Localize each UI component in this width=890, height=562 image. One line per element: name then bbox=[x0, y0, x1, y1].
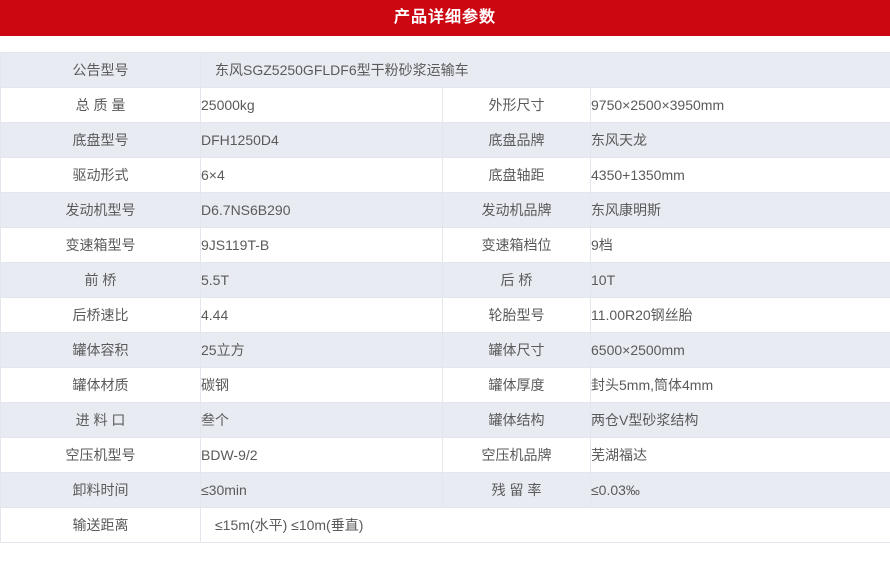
spec-value: 叁个 bbox=[200, 402, 443, 438]
spec-label: 变速箱型号 bbox=[0, 227, 201, 263]
spec-value: 25000kg bbox=[200, 87, 443, 123]
table-row: 前 桥 5.5T 后 桥 10T bbox=[0, 262, 890, 298]
spec-value-secondary: ≤0.03‰ bbox=[589, 472, 890, 508]
spec-value: BDW-9/2 bbox=[200, 437, 443, 473]
spec-value-secondary: 东风康明斯 bbox=[589, 192, 890, 228]
spec-value-secondary: 芜湖福达 bbox=[589, 437, 890, 473]
table-row: 底盘型号 DFH1250D4 底盘品牌 东风天龙 bbox=[0, 122, 890, 158]
spec-value: 25立方 bbox=[200, 332, 443, 368]
spec-label-secondary: 发动机品牌 bbox=[442, 192, 591, 228]
spec-value: 5.5T bbox=[200, 262, 443, 298]
spec-value-secondary: 10T bbox=[589, 262, 890, 298]
spec-label-secondary: 罐体结构 bbox=[442, 402, 591, 438]
spec-label: 空压机型号 bbox=[0, 437, 201, 473]
spec-value: 东风SGZ5250GFLDF6型干粉砂浆运输车 bbox=[199, 52, 890, 88]
table-row: 输送距离 ≤15m(水平) ≤10m(垂直) bbox=[0, 507, 890, 543]
spec-value-secondary: 封头5mm,筒体4mm bbox=[589, 367, 890, 403]
spec-label: 公告型号 bbox=[0, 52, 201, 88]
table-row: 驱动形式 6×4 底盘轴距 4350+1350mm bbox=[0, 157, 890, 193]
spec-label-secondary: 残 留 率 bbox=[442, 472, 591, 508]
spec-value-secondary: 9档 bbox=[589, 227, 890, 263]
spec-label: 底盘型号 bbox=[0, 122, 201, 158]
table-row: 公告型号 东风SGZ5250GFLDF6型干粉砂浆运输车 bbox=[0, 52, 890, 88]
page-title: 产品详细参数 bbox=[393, 9, 496, 26]
spec-label-secondary: 底盘品牌 bbox=[442, 122, 591, 158]
spec-value-secondary: 东风天龙 bbox=[589, 122, 890, 158]
spec-value: 9JS119T-B bbox=[200, 227, 443, 263]
spec-value: ≤30min bbox=[200, 472, 443, 508]
spec-label: 罐体容积 bbox=[0, 332, 201, 368]
table-row: 空压机型号 BDW-9/2 空压机品牌 芜湖福达 bbox=[0, 437, 890, 473]
spec-value: 6×4 bbox=[200, 157, 443, 193]
spec-label: 后桥速比 bbox=[0, 297, 201, 333]
spec-value: ≤15m(水平) ≤10m(垂直) bbox=[199, 507, 890, 543]
spec-table-body: 公告型号 东风SGZ5250GFLDF6型干粉砂浆运输车总 质 量 25000kg 外… bbox=[0, 52, 890, 543]
spec-value-secondary: 6500×2500mm bbox=[589, 332, 890, 368]
table-row: 卸料时间 ≤30min 残 留 率 ≤0.03‰ bbox=[0, 472, 890, 508]
spec-label: 卸料时间 bbox=[0, 472, 201, 508]
table-row: 总 质 量 25000kg 外形尺寸 9750×2500×3950mm bbox=[0, 87, 890, 123]
spec-value: 4.44 bbox=[200, 297, 443, 333]
spec-label: 发动机型号 bbox=[0, 192, 201, 228]
spec-label-secondary: 轮胎型号 bbox=[442, 297, 591, 333]
spec-value-secondary: 11.00R20钢丝胎 bbox=[589, 297, 890, 333]
spec-value: DFH1250D4 bbox=[200, 122, 443, 158]
spec-label: 驱动形式 bbox=[0, 157, 201, 193]
table-row: 罐体容积 25立方 罐体尺寸 6500×2500mm bbox=[0, 332, 890, 368]
spec-label: 前 桥 bbox=[0, 262, 201, 298]
spec-label-secondary: 外形尺寸 bbox=[442, 87, 591, 123]
table-row: 罐体材质 碳钢 罐体厚度 封头5mm,筒体4mm bbox=[0, 367, 890, 403]
page-banner: 产品详细参数 bbox=[0, 0, 890, 36]
table-row: 变速箱型号 9JS119T-B 变速箱档位 9档 bbox=[0, 227, 890, 263]
table-row: 进 料 口叁个 罐体结构 两仓V型砂浆结构 bbox=[0, 402, 890, 438]
spec-label-secondary: 底盘轴距 bbox=[442, 157, 591, 193]
spec-label: 总 质 量 bbox=[0, 87, 201, 123]
spec-label-secondary: 后 桥 bbox=[442, 262, 591, 298]
spec-label-secondary: 空压机品牌 bbox=[442, 437, 591, 473]
spec-table-container: 公告型号 东风SGZ5250GFLDF6型干粉砂浆运输车总 质 量 25000kg 外… bbox=[0, 36, 890, 543]
spec-table: 公告型号 东风SGZ5250GFLDF6型干粉砂浆运输车总 质 量 25000kg 外… bbox=[0, 52, 890, 543]
spec-value-secondary: 4350+1350mm bbox=[589, 157, 890, 193]
spec-label: 进 料 口 bbox=[0, 402, 201, 438]
spec-label: 输送距离 bbox=[0, 507, 201, 543]
spec-value: D6.7NS6B290 bbox=[200, 192, 443, 228]
spec-label: 罐体材质 bbox=[0, 367, 201, 403]
spec-label-secondary: 变速箱档位 bbox=[442, 227, 591, 263]
spec-label-secondary: 罐体尺寸 bbox=[442, 332, 591, 368]
table-row: 后桥速比 4.44 轮胎型号 11.00R20钢丝胎 bbox=[0, 297, 890, 333]
spec-value-secondary: 9750×2500×3950mm bbox=[589, 87, 890, 123]
spec-value: 碳钢 bbox=[200, 367, 443, 403]
spec-label-secondary: 罐体厚度 bbox=[442, 367, 591, 403]
table-row: 发动机型号 D6.7NS6B290 发动机品牌 东风康明斯 bbox=[0, 192, 890, 228]
spec-value-secondary: 两仓V型砂浆结构 bbox=[589, 402, 890, 438]
